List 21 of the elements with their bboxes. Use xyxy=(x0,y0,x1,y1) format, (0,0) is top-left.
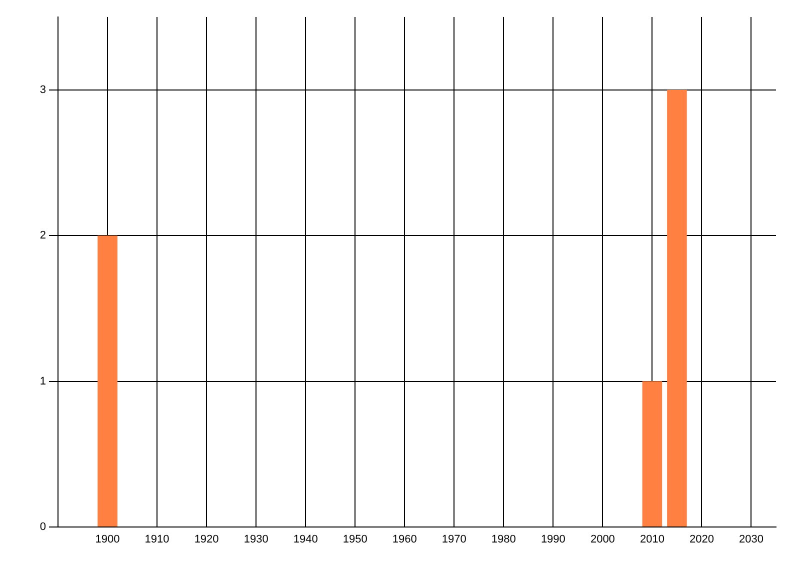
bar xyxy=(98,236,118,526)
x-tick-label: 2030 xyxy=(739,534,764,546)
x-tick-label: 1900 xyxy=(95,534,120,546)
x-tick-label: 1990 xyxy=(540,534,566,546)
x-tick-label: 1920 xyxy=(194,534,219,546)
x-tick-label: 2000 xyxy=(590,534,615,546)
y-tick-label: 3 xyxy=(40,84,46,96)
bar xyxy=(642,381,662,526)
x-tick-label: 2020 xyxy=(689,534,714,546)
x-tick-label: 1930 xyxy=(244,534,268,546)
x-tick-label: 1970 xyxy=(442,534,466,546)
bar xyxy=(667,90,687,526)
x-tick-label: 1910 xyxy=(144,534,170,546)
y-tick-label: 0 xyxy=(40,521,46,534)
x-tick-label: 1960 xyxy=(392,534,417,546)
x-tick-label: 1980 xyxy=(491,534,516,546)
x-tick-label: 2010 xyxy=(640,534,664,546)
x-tick-label: 1950 xyxy=(342,534,368,546)
y-tick-label: 2 xyxy=(40,230,46,242)
y-tick-label: 1 xyxy=(40,375,46,388)
x-tick-label: 1940 xyxy=(293,534,318,546)
